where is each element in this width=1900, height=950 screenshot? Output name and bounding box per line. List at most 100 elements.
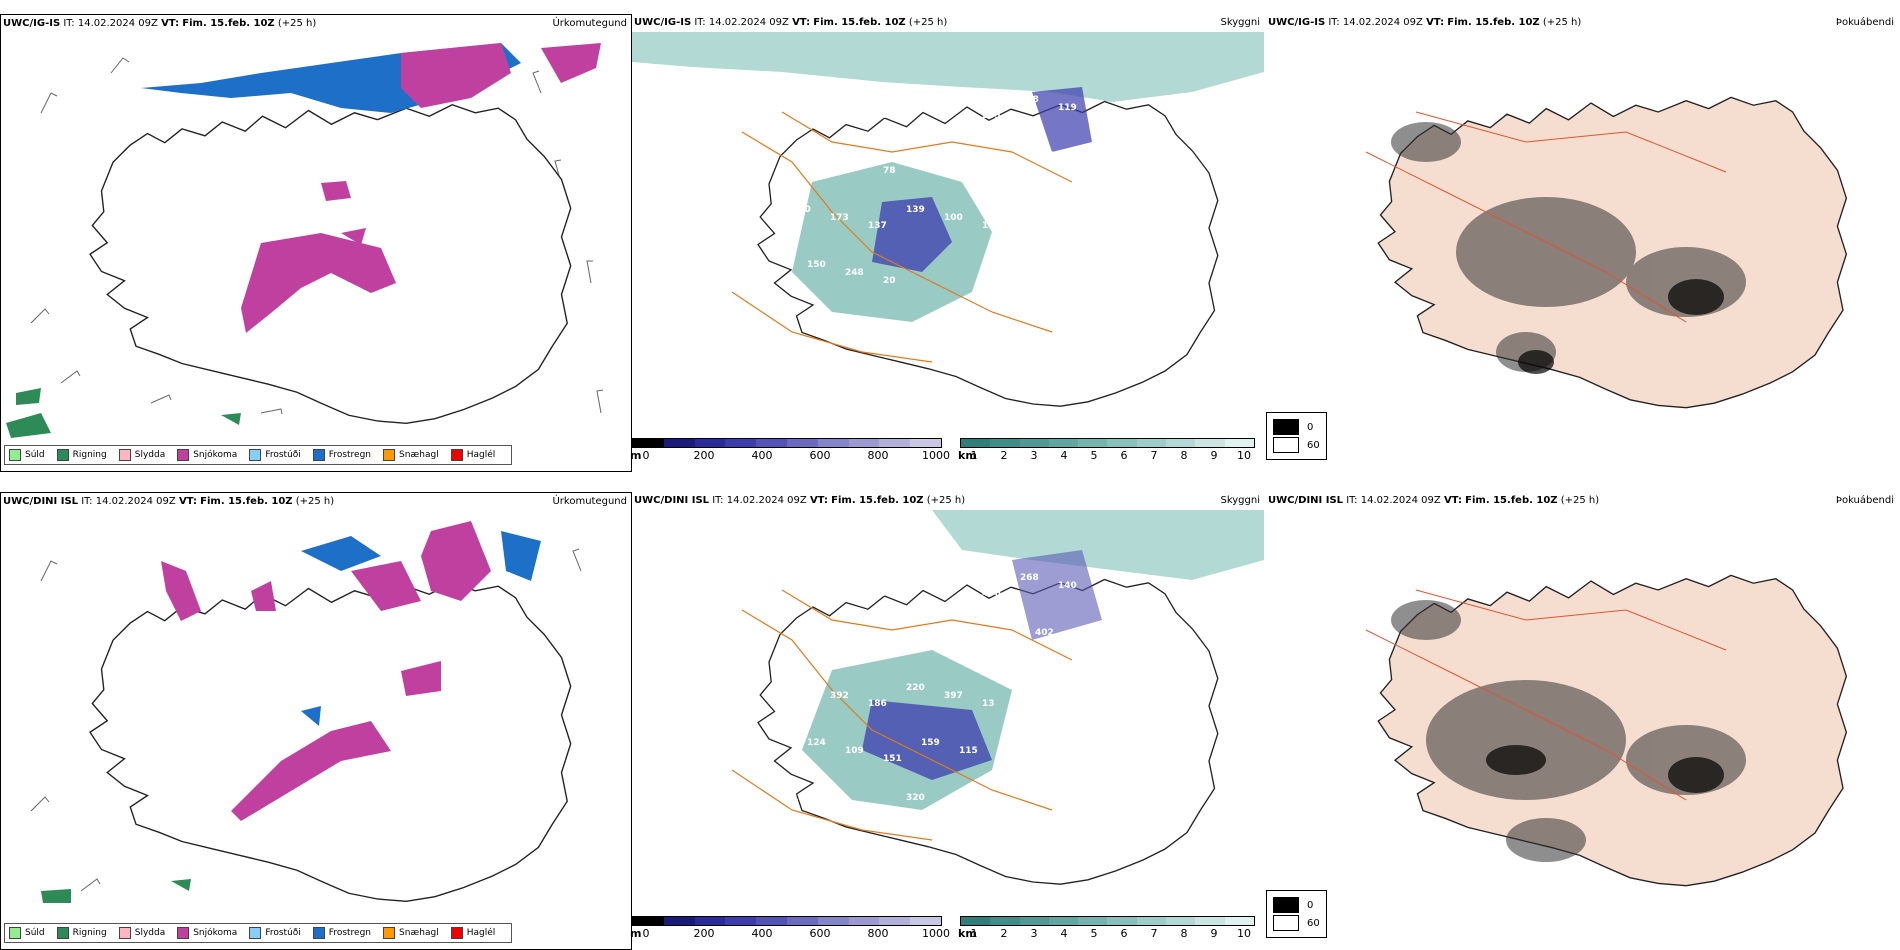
visibility-value-label: 78 — [883, 166, 896, 176]
visibility-value-label: 203 — [807, 628, 826, 638]
cbar-segment — [786, 917, 818, 925]
cbar-meters-bottom: m 0 200 400 600 800 1000 — [630, 916, 950, 940]
visibility-value-label: 340 — [1073, 158, 1092, 168]
cbar-tick-label: 9 — [1210, 449, 1218, 462]
cbar-tick-label: 600 — [809, 449, 831, 462]
roads — [731, 111, 1073, 363]
legend-item: Slydda — [118, 927, 165, 939]
variable-name: Þokuábendi — [1835, 495, 1894, 506]
cbar-meters-ticks: m 0 200 400 600 800 1000 — [630, 448, 950, 462]
cbar-tick-label: 200 — [693, 449, 715, 462]
cbar-segment — [1048, 917, 1079, 925]
visibility-value-label: 140 — [1058, 581, 1077, 591]
visibility-value-label: 299 — [1073, 636, 1092, 646]
cbar-tick-label: 800 — [867, 927, 889, 940]
legend-item: Haglél — [450, 449, 495, 461]
visibility-value-label: 715 — [792, 573, 811, 583]
visibility-value-label: 134 — [792, 793, 811, 803]
visibility-value-label: 107 — [1020, 205, 1039, 215]
visibility-value-label: 20 — [959, 158, 972, 168]
visibility-value-label: 115 — [959, 746, 978, 756]
legend-item: Snjókoma — [177, 449, 237, 461]
visibility-value-label: 324 — [997, 644, 1016, 654]
visibility-value-label: 186 — [868, 699, 887, 709]
cbar-segment — [1136, 917, 1167, 925]
cbar-km-bar — [960, 438, 1255, 448]
visibility-value-label: 139 — [906, 205, 925, 215]
cbar-km-bar — [960, 916, 1255, 926]
visibility-value-label: 397 — [944, 691, 963, 701]
cbar-segment — [786, 439, 818, 447]
visibility-value-label: 246 — [944, 103, 963, 113]
cbar-tick-label: 7 — [1150, 927, 1158, 940]
cbar-segment — [1224, 917, 1254, 925]
cbar-tick-label: 1000 — [922, 449, 950, 462]
legend-item: Frostregn — [312, 449, 371, 461]
visibility-value-label: 366 — [944, 581, 963, 591]
cbar-segment — [990, 917, 1020, 925]
cbar-km-top: km 1 2 3 4 5 6 7 8 9 10 — [958, 438, 1255, 462]
legend-item: Slydda — [118, 449, 165, 461]
visibility-value-label: 49 — [1020, 683, 1033, 693]
cbar-segment — [848, 917, 880, 925]
variable-name: Úrkomutegund — [552, 18, 627, 29]
cbar-meters-bar — [632, 916, 942, 926]
legend-item: Snæhagl — [383, 449, 439, 461]
visibility-value-label: 392 — [830, 691, 849, 701]
cbar-tick-label: 4 — [1060, 449, 1068, 462]
cbar-tick-label: 5 — [1090, 449, 1098, 462]
precip-rain — [6, 388, 241, 438]
cbar-unit: km — [958, 927, 977, 940]
visibility-value-label: 137 — [830, 103, 849, 113]
cbar-meters-bar — [632, 438, 942, 448]
visibility-value-label: 177 — [997, 754, 1016, 764]
cbar-unit: km — [958, 449, 977, 462]
cbar-tick-label: 8 — [1180, 449, 1188, 462]
cbar-segment — [725, 917, 757, 925]
cbar-segment — [1224, 439, 1254, 447]
visibility-panel-top: UWC/IG-IS IT: 14.02.2024 09Z VT: Fim. 15… — [630, 14, 1264, 472]
cbar-tick-label: 0 — [642, 449, 650, 462]
visibility-value-label: 173 — [830, 213, 849, 223]
visibility-value-label: 581 — [883, 644, 902, 654]
visibility-value-label: 130 — [982, 221, 1001, 231]
visibility-value-label: 220 — [906, 683, 925, 693]
cbar-segment — [633, 439, 664, 447]
fog-legend-bottom: 0 60 — [1266, 890, 1327, 938]
cbar-tick-label: 600 — [809, 927, 831, 940]
cbar-tick-label: 6 — [1120, 927, 1128, 940]
visibility-value-label: 580 — [845, 636, 864, 646]
cbar-segment — [848, 439, 880, 447]
variable-name: Skyggni — [1220, 495, 1260, 506]
legend-item: Rigning — [56, 449, 107, 461]
visibility-value-label: 151 — [883, 754, 902, 764]
legend-item: Frostúði — [249, 927, 301, 939]
visibility-value-label: 402 — [906, 95, 925, 105]
roads — [731, 589, 1073, 841]
cbar-segment — [817, 439, 849, 447]
cbar-segment — [1107, 917, 1137, 925]
cbar-segment — [879, 439, 911, 447]
visibility-value-label: 109 — [845, 746, 864, 756]
visibility-value-label: 311 — [807, 150, 826, 160]
legend-item: Frostregn — [312, 927, 371, 939]
visibility-value-label: 95 — [1058, 213, 1071, 223]
panel-title: UWC/IG-IS IT: 14.02.2024 09Z VT: Fim. 15… — [3, 18, 317, 29]
cbar-segment — [1078, 439, 1108, 447]
cbar-tick-label: 9 — [1210, 927, 1218, 940]
fog-map — [1365, 96, 1848, 409]
visibility-value-labels: 699 137 116 402 246 255 428 119 311 137 78 104 20 112… — [792, 95, 1092, 286]
cbar-unit: m — [630, 449, 642, 462]
visibility-value-label: 55 — [1058, 691, 1071, 701]
visibility-value-label: 490 — [982, 589, 1001, 599]
cbar-km-ticks: km 1 2 3 4 5 6 7 8 9 10 — [958, 926, 1255, 940]
visibility-value-label: 699 — [792, 95, 811, 105]
visibility-value-label: 386 — [944, 801, 963, 811]
cbar-tick-label: 4 — [1060, 927, 1068, 940]
visibility-value-label: 146 — [1073, 746, 1092, 756]
cbar-segment — [694, 439, 726, 447]
visibility-value-label: 117 — [982, 809, 1001, 819]
cbar-segment — [663, 439, 695, 447]
cbar-segment — [756, 917, 787, 925]
cbar-tick-label: 1 — [970, 927, 978, 940]
